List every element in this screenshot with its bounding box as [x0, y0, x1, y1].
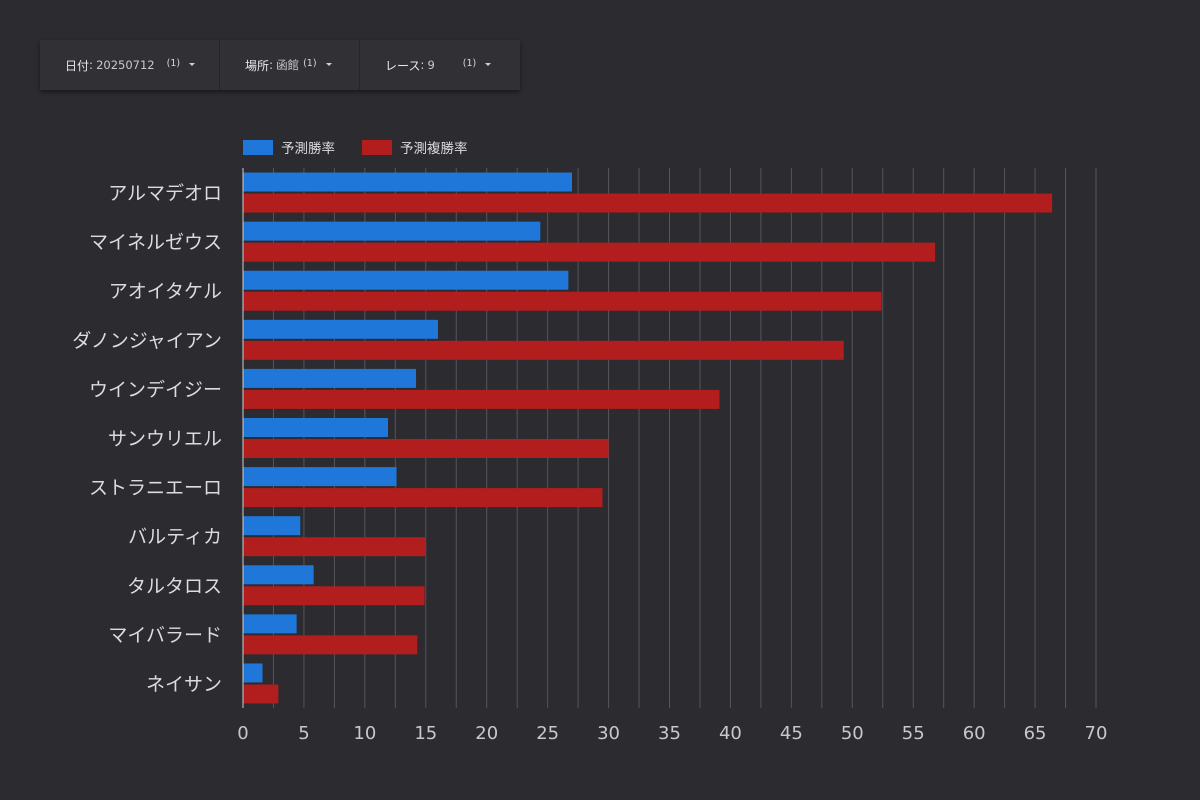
bar-win-rate[interactable]: [243, 516, 301, 536]
legend-swatch-win: [243, 140, 273, 155]
category-label: サンウリエル: [108, 428, 222, 450]
dropdown-arrow-icon: [189, 62, 196, 66]
bar-win-rate[interactable]: [243, 172, 573, 192]
x-tick-label: 60: [963, 723, 986, 744]
bar-win-rate[interactable]: [243, 663, 263, 683]
category-label: バルティカ: [128, 526, 222, 548]
bar-place-rate[interactable]: [243, 488, 603, 508]
place-filter-colon: :: [269, 58, 274, 72]
legend-label-win: 予測勝率: [281, 140, 335, 157]
bar-place-rate[interactable]: [243, 291, 882, 311]
date-filter-colon: :: [89, 58, 94, 72]
x-tick-label: 35: [658, 723, 681, 744]
legend-label-place: 予測複勝率: [400, 140, 468, 157]
place-filter-value: 函館: [276, 58, 300, 72]
date-filter-value: 20250712: [96, 58, 155, 72]
place-filter-label: 場所: [245, 58, 270, 73]
bar-win-rate[interactable]: [243, 418, 389, 437]
bar-place-rate[interactable]: [243, 193, 1053, 213]
bar-win-rate[interactable]: [243, 221, 541, 241]
race-filter-colon: :: [420, 58, 425, 72]
bar-place-rate[interactable]: [243, 537, 426, 557]
bar-place-rate[interactable]: [243, 635, 418, 655]
x-tick-label: 55: [902, 723, 925, 744]
bar-place-rate[interactable]: [243, 684, 279, 704]
filter-bar: 日付: 20250712 (1) 場所: 函館 (1) レース: 9 (1): [40, 40, 520, 90]
x-tick-label: 65: [1024, 723, 1047, 744]
x-tick-label: 10: [353, 723, 376, 744]
axes: 0 5 10 15 20 25 30 35 40 45 50 55 60 65 70: [237, 168, 1107, 744]
race-filter[interactable]: レース: 9 (1): [360, 40, 520, 90]
bar-win-rate[interactable]: [243, 614, 297, 634]
legend-swatch-place: [362, 140, 392, 155]
bar-win-rate[interactable]: [243, 368, 417, 388]
race-filter-label: レース: [385, 58, 421, 73]
date-filter[interactable]: 日付: 20250712 (1): [40, 40, 220, 90]
place-filter[interactable]: 場所: 函館 (1): [220, 40, 360, 90]
bar-place-rate[interactable]: [243, 586, 425, 606]
date-filter-count: (1): [166, 57, 181, 69]
bar-place-rate[interactable]: [243, 340, 844, 360]
race-filter-count: (1): [462, 57, 477, 69]
bar-place-rate[interactable]: [243, 439, 609, 458]
x-tick-label: 30: [597, 723, 620, 744]
place-filter-count: (1): [303, 57, 317, 69]
category-label: タルタロス: [127, 575, 222, 597]
race-filter-value: 9: [427, 58, 435, 72]
x-tick-label: 5: [298, 723, 309, 744]
x-tick-label: 0: [237, 723, 248, 744]
category-label: マイネルゼウス: [89, 232, 222, 254]
category-label: ストラニエーロ: [89, 477, 222, 499]
bar-win-rate[interactable]: [243, 565, 314, 585]
bar-win-rate[interactable]: [243, 319, 438, 339]
x-tick-label: 45: [780, 723, 803, 744]
category-label: アオイタケル: [109, 281, 222, 303]
dropdown-arrow-icon: [325, 62, 332, 66]
bar-win-rate[interactable]: [243, 467, 397, 487]
x-tick-label: 15: [414, 723, 437, 744]
category-label: ダノンジャイアン: [72, 330, 222, 352]
x-tick-label: 70: [1085, 723, 1108, 744]
category-label: ネイサン: [146, 673, 222, 695]
legend[interactable]: 予測勝率 予測複勝率: [243, 140, 468, 157]
category-label: アルマデオロ: [108, 183, 222, 205]
x-tick-label: 40: [719, 723, 742, 744]
x-tick-label: 20: [475, 723, 498, 744]
category-label: マイバラード: [108, 624, 222, 646]
bar-place-rate[interactable]: [243, 389, 720, 409]
bars: アルマデオロマイネルゼウスアオイタケルダノンジャイアンウインデイジーサンウリエル…: [72, 172, 1053, 704]
bar-place-rate[interactable]: [243, 242, 936, 262]
x-tick-label: 50: [841, 723, 864, 744]
bar-win-rate[interactable]: [243, 270, 569, 290]
category-label: ウインデイジー: [89, 379, 222, 401]
x-tick-label: 25: [536, 723, 559, 744]
dropdown-arrow-icon: [485, 62, 492, 66]
date-filter-label: 日付: [65, 58, 90, 73]
